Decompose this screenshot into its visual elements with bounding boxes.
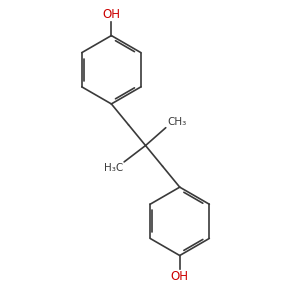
Text: OH: OH bbox=[171, 270, 189, 284]
Text: OH: OH bbox=[102, 8, 120, 21]
Text: H₃C: H₃C bbox=[104, 163, 123, 173]
Text: CH₃: CH₃ bbox=[167, 117, 186, 127]
